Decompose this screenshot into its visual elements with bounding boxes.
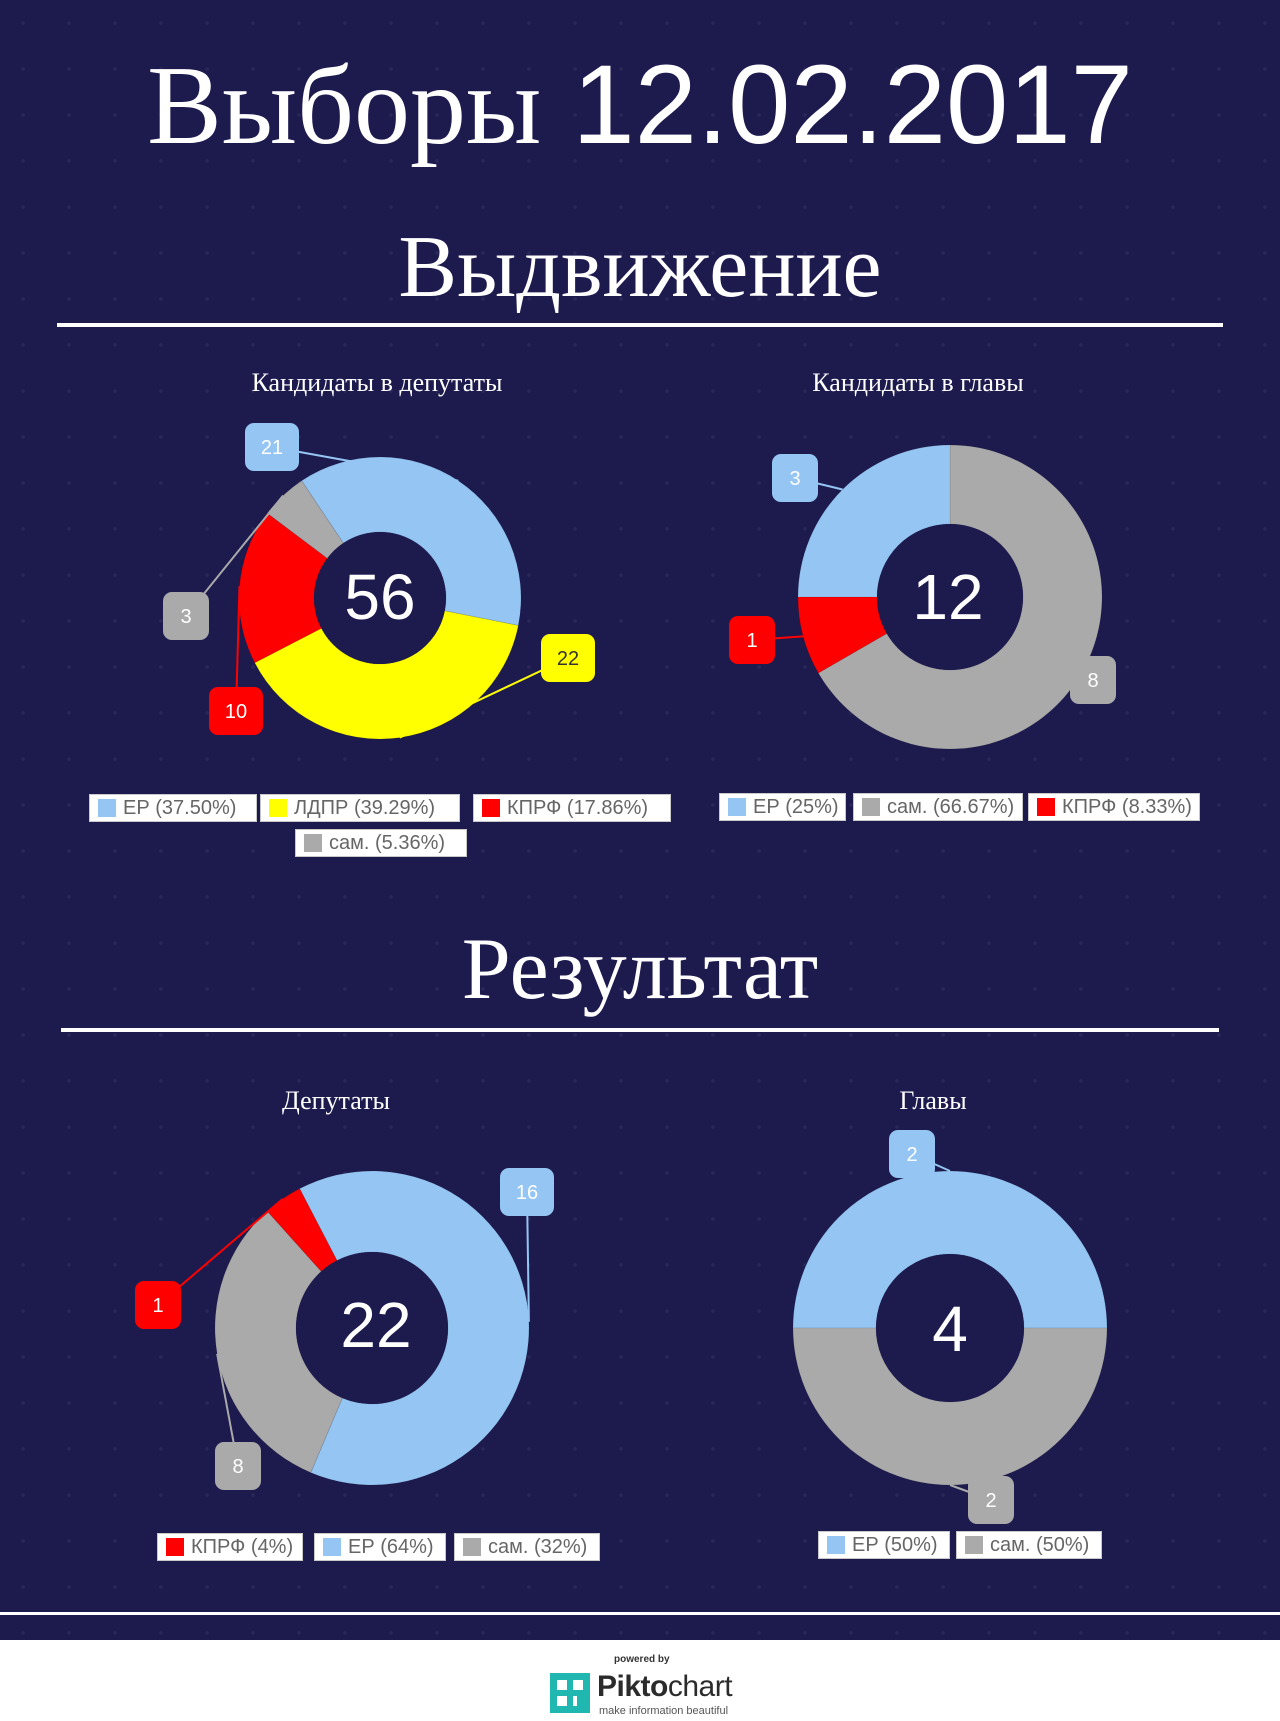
legend-item: сам. (66.67%) xyxy=(853,793,1023,821)
title-word: Выборы xyxy=(147,44,542,168)
legend-label: КПРФ (17.86%) xyxy=(507,796,649,819)
legend-swatch xyxy=(323,1538,341,1556)
legend-swatch xyxy=(166,1538,184,1556)
data-label-box xyxy=(245,423,299,471)
data-label: 2 xyxy=(985,1490,996,1512)
data-label: 1 xyxy=(152,1295,163,1317)
title-date: 12.02.2017 xyxy=(572,42,1133,167)
legend-label: ЛДПР (39.29%) xyxy=(294,796,436,819)
legend-item: ЛДПР (39.29%) xyxy=(260,794,460,822)
chart-title-heads: Главы xyxy=(899,1086,967,1115)
data-label-box xyxy=(729,616,775,664)
legend-item: ЕР (37.50%) xyxy=(89,794,257,822)
legend-label: КПРФ (4%) xyxy=(191,1535,294,1558)
legend-label: ЕР (64%) xyxy=(348,1535,434,1558)
legend-label: сам. (32%) xyxy=(488,1535,588,1558)
powered-by-label: powered by xyxy=(614,1654,670,1665)
center-total-candidates-deputies: 56 xyxy=(344,561,416,633)
data-label: 3 xyxy=(180,606,191,628)
data-label: 1 xyxy=(746,630,757,652)
data-label: 21 xyxy=(261,437,283,459)
data-label-box xyxy=(135,1281,181,1329)
legend-swatch xyxy=(304,834,322,852)
legend-item: КПРФ (8.33%) xyxy=(1028,793,1200,821)
data-label-box xyxy=(968,1476,1014,1524)
piktochart-wordmark: Piktochart xyxy=(597,1670,733,1703)
legend-swatch xyxy=(965,1536,983,1554)
legend-swatch xyxy=(862,798,880,816)
chart-title-candidates-deputies: Кандидаты в депутаты xyxy=(251,368,503,397)
chart-title-deputies: Депутаты xyxy=(282,1086,390,1115)
section-divider-result xyxy=(61,1028,1219,1032)
legend-swatch xyxy=(463,1538,481,1556)
legend-swatch xyxy=(827,1536,845,1554)
data-label-box xyxy=(541,634,595,682)
data-label-leader xyxy=(271,446,459,482)
legend-item: сам. (50%) xyxy=(956,1531,1102,1559)
donut-hole xyxy=(877,524,1023,670)
legend-item: ЕР (25%) xyxy=(719,793,846,821)
donut-hole xyxy=(314,532,446,664)
page-title: Выборы 12.02.2017 xyxy=(0,40,1280,171)
section-title-nomination: Выдвижение xyxy=(398,219,882,316)
legend-label: сам. (5.36%) xyxy=(329,831,446,854)
legend-item: ЕР (64%) xyxy=(314,1533,446,1561)
data-label: 8 xyxy=(232,1456,243,1478)
data-label: 3 xyxy=(789,468,800,490)
data-label-box xyxy=(163,592,209,640)
center-total-candidates-heads: 12 xyxy=(912,561,984,633)
chart-title-candidates-heads: Кандидаты в главы xyxy=(812,368,1024,397)
bottom-divider xyxy=(0,1612,1280,1615)
data-label-leader xyxy=(399,657,569,739)
piktochart-tagline: make information beautiful xyxy=(599,1705,729,1717)
legend-swatch xyxy=(728,798,746,816)
legend-swatch xyxy=(482,799,500,817)
data-label-box xyxy=(1070,656,1116,704)
data-label: 8 xyxy=(1087,670,1098,692)
legend-item: сам. (5.36%) xyxy=(295,829,467,857)
legend-label: КПРФ (8.33%) xyxy=(1062,795,1192,818)
data-label-box xyxy=(500,1168,554,1216)
section-title-result: Результат xyxy=(461,921,819,1018)
section-divider-nomination xyxy=(57,323,1223,327)
legend-item: ЕР (50%) xyxy=(818,1531,950,1559)
legend-label: ЕР (25%) xyxy=(753,795,839,818)
donut-hole xyxy=(876,1254,1024,1402)
donut-hole xyxy=(296,1252,448,1404)
data-label: 22 xyxy=(557,648,579,670)
center-total-deputies: 22 xyxy=(340,1289,412,1361)
data-label: 10 xyxy=(225,701,247,723)
data-label-box xyxy=(889,1130,935,1178)
legend-item: сам. (32%) xyxy=(454,1533,600,1561)
data-label-box xyxy=(772,454,818,502)
piktochart-logo-icon xyxy=(550,1673,590,1713)
legend-swatch xyxy=(269,799,287,817)
legend-label: ЕР (37.50%) xyxy=(123,796,237,819)
footer: powered by Piktochart make information b… xyxy=(0,1640,1280,1721)
legend-item: КПРФ (4%) xyxy=(157,1533,303,1561)
legend-swatch xyxy=(1037,798,1055,816)
legend-item: КПРФ (17.86%) xyxy=(473,794,671,822)
legend-label: сам. (66.67%) xyxy=(887,795,1015,818)
data-label-box xyxy=(209,687,263,735)
data-label: 2 xyxy=(906,1144,917,1166)
legend-swatch xyxy=(98,799,116,817)
data-label: 16 xyxy=(516,1182,538,1204)
center-total-heads: 4 xyxy=(932,1293,968,1365)
data-label-box xyxy=(215,1442,261,1490)
legend-label: ЕР (50%) xyxy=(852,1533,938,1556)
legend-label: сам. (50%) xyxy=(990,1533,1090,1556)
